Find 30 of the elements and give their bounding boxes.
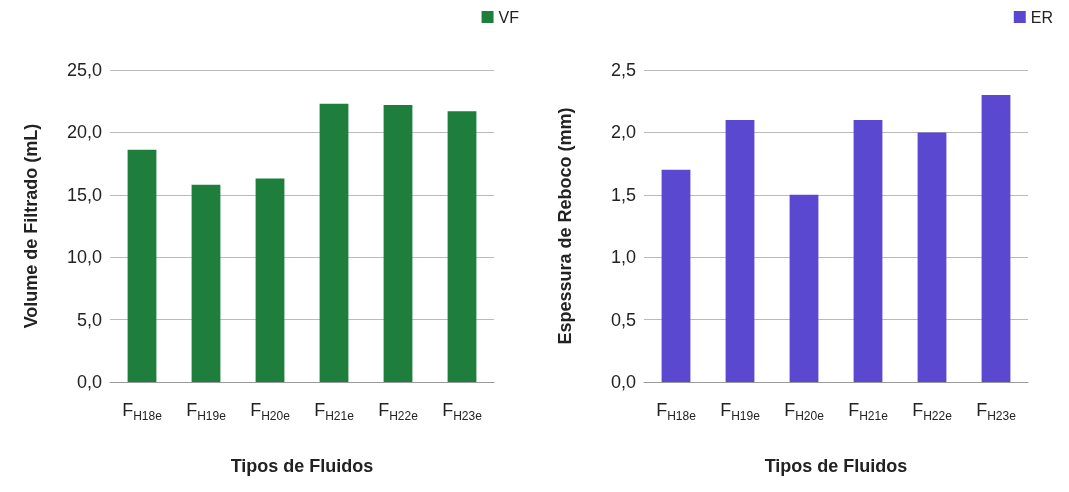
y-tick-label: 0,5 — [610, 309, 636, 330]
y-tick-label: 2,0 — [610, 122, 636, 143]
bar — [725, 119, 755, 382]
x-axis-title: Tipos de Fluidos — [764, 456, 908, 476]
y-tick-label: 2,5 — [610, 60, 636, 80]
legend-label: ER — [1030, 8, 1054, 26]
y-tick-label: 10,0 — [66, 247, 102, 268]
bar — [383, 104, 413, 382]
bar — [447, 111, 477, 382]
y-tick-label: 15,0 — [66, 184, 102, 205]
bar — [981, 94, 1011, 382]
y-tick-label: 5,0 — [76, 309, 102, 330]
y-tick-label: 0,0 — [76, 372, 102, 392]
bar — [191, 184, 221, 382]
y-axis-title: Volume de Filtrado (mL) — [21, 123, 41, 329]
bar — [127, 149, 157, 382]
y-tick-label: 0,0 — [610, 372, 636, 392]
bar — [319, 103, 349, 382]
y-tick-label: 25,0 — [66, 60, 102, 80]
bar — [661, 169, 691, 382]
y-axis-title: Espessura de Reboco (mm) — [555, 107, 575, 345]
y-tick-label: 1,0 — [610, 247, 636, 268]
x-axis-title: Tipos de Fluidos — [230, 456, 374, 476]
bar — [789, 194, 819, 382]
bar — [917, 132, 947, 382]
bar — [255, 178, 285, 382]
bar — [853, 119, 883, 382]
y-tick-label: 20,0 — [66, 122, 102, 143]
legend-label: VF — [498, 8, 520, 26]
y-tick-label: 1,5 — [610, 184, 636, 205]
